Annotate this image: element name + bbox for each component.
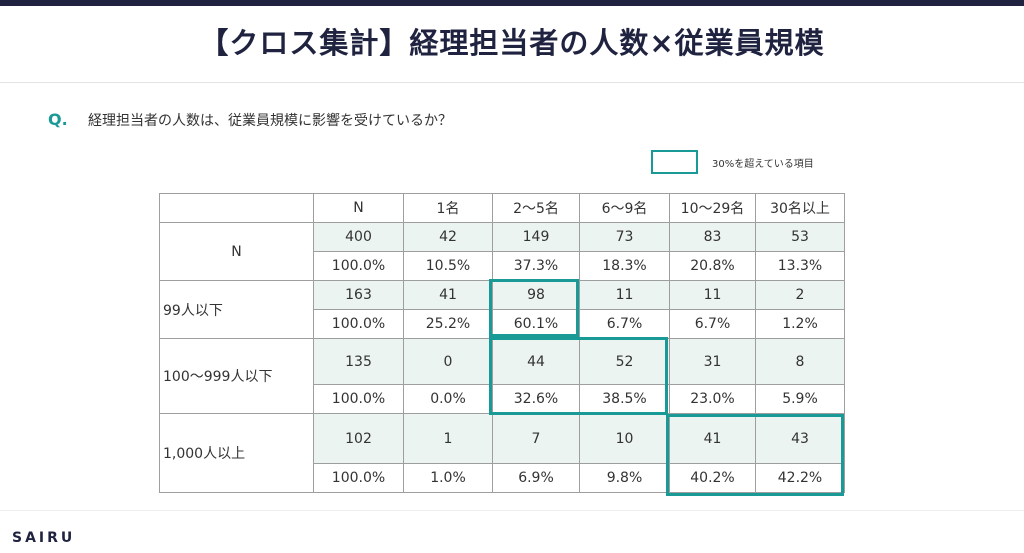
column-header: 2～5名 <box>492 193 580 223</box>
question-mark: Q. <box>48 110 68 129</box>
legend-label: 30%を超えている項目 <box>712 159 814 170</box>
cross-tab-table: N 1名 2～5名 6～9名 10～29名 30名以上 N 400 42 149… <box>159 193 845 493</box>
table-row: 1,000人以上 102 1 7 10 41 43 <box>159 413 845 493</box>
count-cell: 73 <box>579 222 670 252</box>
percent-cell: 0.0% <box>403 384 493 414</box>
count-cell: 400 <box>313 222 404 252</box>
count-cell: 11 <box>579 280 670 310</box>
count-cell: 102 <box>313 413 404 464</box>
count-cell: 163 <box>313 280 404 310</box>
percent-cell: 1.0% <box>403 463 493 493</box>
page-title: 【クロス集計】経理担当者の人数×従業員規模 <box>199 26 825 60</box>
question-text: 経理担当者の人数は、従業員規模に影響を受けているか？ <box>88 113 452 129</box>
percent-cell: 23.0% <box>669 384 756 414</box>
row-header: 1,000人以上 <box>159 413 314 493</box>
count-cell: 11 <box>669 280 756 310</box>
count-cell: 52 <box>579 338 670 385</box>
percent-cell: 100.0% <box>313 463 404 493</box>
count-cell: 135 <box>313 338 404 385</box>
row-header: 100～999人以下 <box>159 338 314 414</box>
percent-cell: 6.9% <box>492 463 580 493</box>
percent-cell: 9.8% <box>579 463 670 493</box>
count-cell: 83 <box>669 222 756 252</box>
count-cell: 98 <box>492 280 580 310</box>
count-cell: 53 <box>755 222 845 252</box>
percent-cell: 5.9% <box>755 384 845 414</box>
percent-cell: 100.0% <box>313 309 404 339</box>
count-cell: 10 <box>579 413 670 464</box>
count-cell: 41 <box>403 280 493 310</box>
top-accent-bar <box>0 0 1024 6</box>
count-cell: 31 <box>669 338 756 385</box>
percent-cell: 38.5% <box>579 384 670 414</box>
percent-cell: 6.7% <box>579 309 670 339</box>
count-cell: 2 <box>755 280 845 310</box>
count-cell: 0 <box>403 338 493 385</box>
table-row: 100.0% 0.0% 32.6% 38.5% 23.0% 5.9% <box>160 384 845 414</box>
percent-cell: 1.2% <box>755 309 845 339</box>
percent-cell: 100.0% <box>313 384 404 414</box>
table-header-row: N 1名 2～5名 6～9名 10～29名 30名以上 <box>159 193 845 223</box>
title-divider <box>0 82 1024 83</box>
percent-cell: 37.3% <box>492 251 580 281</box>
percent-cell: 25.2% <box>403 309 493 339</box>
count-cell: 1 <box>403 413 493 464</box>
percent-cell: 6.7% <box>669 309 756 339</box>
count-cell: 42 <box>403 222 493 252</box>
table-row: 100.0% 10.5% 37.3% 18.3% 20.8% 13.3% <box>160 251 845 281</box>
percent-cell: 40.2% <box>669 463 756 493</box>
column-header: 6～9名 <box>579 193 670 223</box>
percent-cell: 42.2% <box>755 463 845 493</box>
table-row: 100～999人以下 135 0 44 52 31 8 <box>159 338 845 414</box>
legend-swatch <box>651 150 698 174</box>
row-header: N <box>159 222 314 281</box>
footer-divider <box>0 510 1024 511</box>
column-header: 30名以上 <box>755 193 845 223</box>
sairu-logo: SAIRU <box>12 530 76 546</box>
count-cell: 44 <box>492 338 580 385</box>
row-header: 99人以下 <box>159 280 314 339</box>
percent-cell: 32.6% <box>492 384 580 414</box>
count-cell: 8 <box>755 338 845 385</box>
count-cell: 41 <box>669 413 756 464</box>
table-row: 100.0% 1.0% 6.9% 9.8% 40.2% 42.2% <box>160 463 845 493</box>
column-header: N <box>313 193 404 223</box>
percent-cell: 60.1% <box>492 309 580 339</box>
percent-cell: 10.5% <box>403 251 493 281</box>
table-row: 99人以下 163 41 98 11 11 2 <box>159 280 845 339</box>
count-cell: 7 <box>492 413 580 464</box>
table-row: 100.0% 25.2% 60.1% 6.7% 6.7% 1.2% <box>160 309 845 339</box>
count-cell: 149 <box>492 222 580 252</box>
column-header: 10～29名 <box>669 193 756 223</box>
table-row: N 400 42 149 73 83 53 <box>159 222 845 281</box>
percent-cell: 20.8% <box>669 251 756 281</box>
percent-cell: 18.3% <box>579 251 670 281</box>
percent-cell: 100.0% <box>313 251 404 281</box>
percent-cell: 13.3% <box>755 251 845 281</box>
count-cell: 43 <box>755 413 845 464</box>
corner-cell <box>159 193 314 223</box>
column-header: 1名 <box>403 193 493 223</box>
